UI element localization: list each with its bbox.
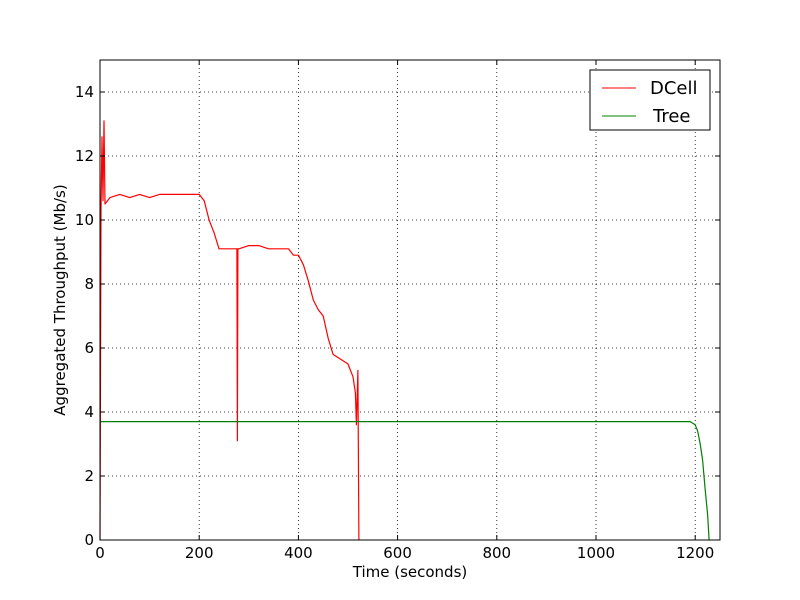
y-tick-label: 0 (84, 531, 94, 549)
x-tick-label: 1200 (676, 544, 714, 562)
y-tick-label: 10 (75, 211, 94, 229)
series-line-dcell (99, 120, 360, 541)
x-tick-label: 0 (95, 544, 105, 562)
legend-box (589, 69, 711, 131)
x-tick-label: 1000 (577, 544, 615, 562)
tick-labels: 0 200 400 600 800 1000 1200 0 2 4 6 8 10 12 14 (75, 83, 714, 562)
x-tick-label: 800 (482, 544, 511, 562)
series-layer (99, 120, 710, 541)
x-tick-label: 200 (185, 544, 214, 562)
series-line-tree (100, 421, 710, 541)
x-tick-label: 600 (383, 544, 412, 562)
y-tick-label: 12 (75, 147, 94, 165)
x-axis-label: Time (seconds) (352, 563, 468, 581)
y-axis-label: Aggregated Throughput (Mb/s) (51, 184, 69, 415)
legend-label-tree: Tree (652, 106, 691, 127)
legend: DCell Tree (589, 69, 711, 131)
axis-ticks (99, 60, 720, 541)
y-tick-label: 8 (84, 275, 94, 293)
y-tick-label: 2 (84, 467, 94, 485)
y-tick-label: 4 (84, 403, 94, 421)
plot-frame (99, 59, 721, 541)
y-tick-label: 14 (75, 83, 94, 101)
x-tick-label: 400 (284, 544, 313, 562)
legend-label-dcell: DCell (650, 78, 698, 99)
y-tick-label: 6 (84, 339, 94, 357)
